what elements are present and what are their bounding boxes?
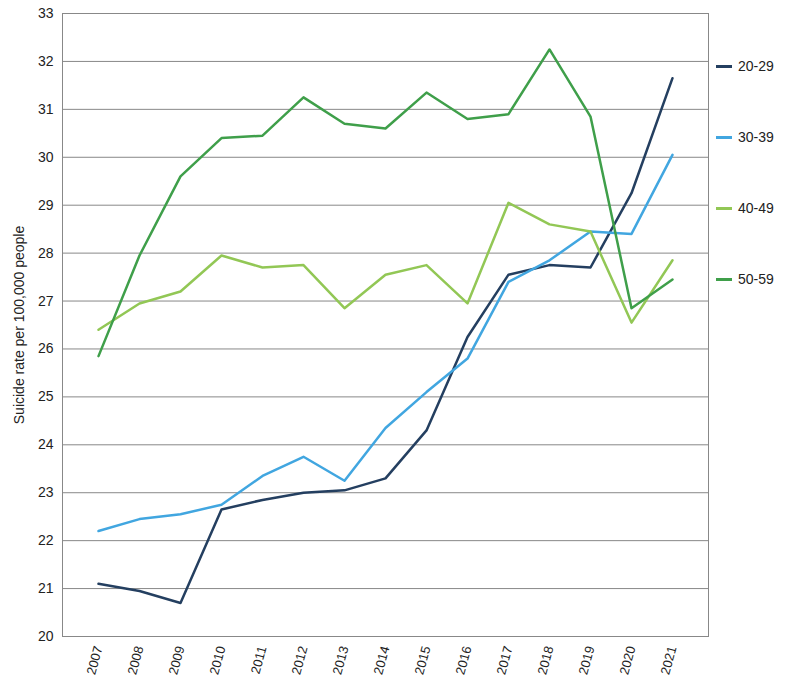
svg-text:26: 26 xyxy=(38,340,54,356)
svg-text:2008: 2008 xyxy=(124,645,146,677)
svg-text:2011: 2011 xyxy=(248,645,270,676)
svg-text:22: 22 xyxy=(38,532,54,548)
svg-text:31: 31 xyxy=(38,101,54,117)
html-text:20-29: 20-29 xyxy=(738,58,774,74)
svg-text:21: 21 xyxy=(38,580,54,596)
svg-text:20: 20 xyxy=(38,628,54,644)
svg-text:2018: 2018 xyxy=(534,645,556,677)
svg-text:33: 33 xyxy=(38,5,54,21)
html-text:40-49: 40-49 xyxy=(738,200,774,216)
svg-text:2015: 2015 xyxy=(411,645,433,677)
svg-text:24: 24 xyxy=(38,436,54,452)
svg-text:2009: 2009 xyxy=(165,645,187,677)
svg-text:30: 30 xyxy=(38,149,54,165)
svg-text:2010: 2010 xyxy=(206,645,228,677)
svg-text:25: 25 xyxy=(38,388,54,404)
svg-text:23: 23 xyxy=(38,484,54,500)
svg-text:29: 29 xyxy=(38,197,54,213)
svg-text:32: 32 xyxy=(38,53,54,69)
svg-text:Suicide rate per 100,000 peopl: Suicide rate per 100,000 people xyxy=(11,226,27,425)
svg-text:2007: 2007 xyxy=(83,645,105,677)
svg-text:2013: 2013 xyxy=(329,645,351,677)
svg-text:28: 28 xyxy=(38,245,54,261)
svg-text:2017: 2017 xyxy=(493,645,515,677)
svg-text:2020: 2020 xyxy=(616,645,638,677)
html-text:30-39: 30-39 xyxy=(738,129,774,145)
svg-text:2019: 2019 xyxy=(575,645,597,677)
svg-text:2016: 2016 xyxy=(452,645,474,677)
html-text:50-59: 50-59 xyxy=(738,271,774,287)
svg-text:2012: 2012 xyxy=(288,645,310,677)
svg-text:27: 27 xyxy=(38,293,54,309)
svg-text:2014: 2014 xyxy=(370,645,392,677)
svg-text:2021: 2021 xyxy=(657,645,679,677)
